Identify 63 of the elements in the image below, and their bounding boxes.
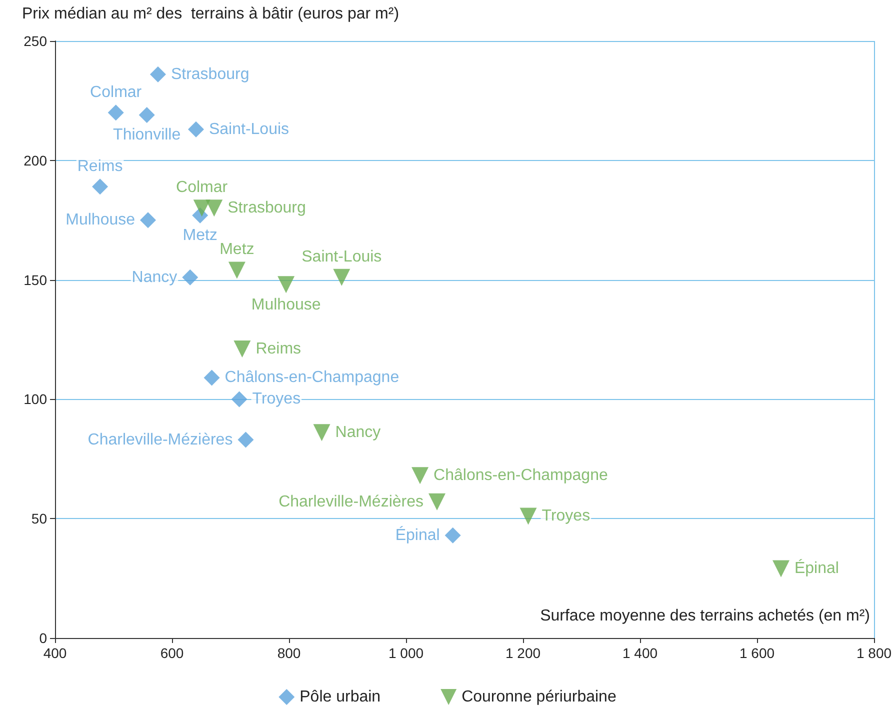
x-tick-label: 1 600 <box>739 645 775 661</box>
legend-label: Couronne périurbaine <box>462 688 616 706</box>
x-tick-label: 400 <box>43 645 67 661</box>
data-label: Strasbourg <box>170 66 250 83</box>
point <box>231 391 248 408</box>
data-label: Colmar <box>176 179 228 196</box>
data-label: Mulhouse <box>66 212 136 229</box>
point <box>234 340 251 358</box>
x-tick-label: 1 800 <box>856 645 892 661</box>
point <box>108 104 124 121</box>
data-label: Strasbourg <box>228 200 306 217</box>
y-tick-label: 0 <box>39 630 48 646</box>
data-label: Châlons-en-Champagne <box>434 467 608 484</box>
point <box>204 370 220 386</box>
point <box>228 262 246 279</box>
x-tick-label: 1 400 <box>622 645 658 661</box>
point <box>140 212 156 228</box>
y-tick-label: 150 <box>24 272 48 288</box>
x-tick-label: 800 <box>277 645 301 661</box>
x-axis-title: Surface moyenne des terrains achetés (en m²) <box>540 608 870 624</box>
data-label: Reims <box>77 158 123 176</box>
point <box>428 493 446 510</box>
y-tick-label: 200 <box>24 152 48 168</box>
data-label: Troyes <box>542 508 590 525</box>
data-label: Charleville-Mézières <box>278 493 424 510</box>
data-label: Saint-Louis <box>302 248 382 266</box>
data-label: Épinal <box>794 559 839 578</box>
y-tick-label: 50 <box>31 510 48 527</box>
legend-label: Pôle urbain <box>300 688 381 706</box>
point <box>150 66 166 82</box>
data-label: Châlons-en-Champagne <box>224 369 400 386</box>
data-label: Nancy <box>335 424 381 442</box>
point <box>92 178 108 195</box>
point <box>444 527 461 544</box>
data-label: Reims <box>256 340 302 358</box>
data-label: Mulhouse <box>251 296 321 314</box>
point <box>313 424 330 442</box>
point <box>278 276 295 294</box>
data-label: Metz <box>220 241 254 258</box>
y-tick-label: 100 <box>24 391 48 408</box>
point <box>188 121 204 138</box>
x-tick-label: 1 000 <box>388 645 424 661</box>
y-axis-title: Prix médian au m² des terrains à bâtir (euros par m²) <box>22 6 400 22</box>
point <box>772 560 790 578</box>
data-label: Saint-Louis <box>208 120 290 138</box>
data-label: Nancy <box>132 268 178 286</box>
data-label: Troyes <box>252 390 301 408</box>
point <box>412 467 429 484</box>
x-tick-label: 1 200 <box>505 645 541 661</box>
data-label: Colmar <box>90 84 142 102</box>
data-label: Épinal <box>395 526 440 544</box>
y-tick-label: 250 <box>24 33 48 49</box>
point <box>238 432 254 448</box>
data-label: Thionville <box>113 126 181 144</box>
point <box>333 268 350 286</box>
point <box>193 200 210 217</box>
point <box>138 107 155 124</box>
data-label: Metz <box>182 226 218 244</box>
point <box>520 508 537 525</box>
point <box>182 269 198 286</box>
data-label: Charleville-Mézières <box>88 431 233 448</box>
point <box>206 200 223 217</box>
x-tick-label: 600 <box>160 645 184 661</box>
